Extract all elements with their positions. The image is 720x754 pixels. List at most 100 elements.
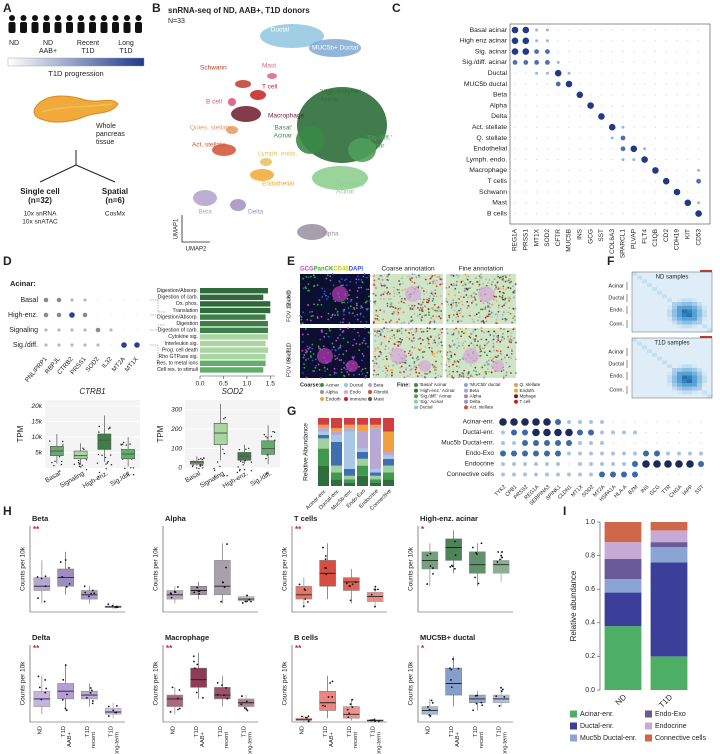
jitter	[105, 463, 107, 465]
cell	[384, 345, 387, 347]
cell	[435, 315, 438, 318]
legend-swatch	[414, 383, 418, 387]
cell	[501, 305, 504, 308]
cell	[457, 319, 460, 322]
cell	[433, 367, 436, 369]
jitter	[226, 474, 228, 477]
cell	[512, 291, 515, 294]
jitter	[93, 592, 96, 595]
cell	[446, 332, 449, 335]
cell	[407, 375, 410, 378]
cell	[447, 360, 450, 363]
dot	[546, 137, 549, 139]
cell	[486, 301, 489, 304]
cell	[381, 370, 384, 373]
cell	[467, 296, 470, 299]
cell	[334, 308, 337, 310]
jitter	[96, 462, 99, 464]
axis-label: Relative abundance	[569, 570, 578, 641]
cell	[380, 274, 383, 277]
heat-cell	[682, 386, 688, 391]
cell	[301, 349, 304, 352]
segment	[318, 448, 329, 466]
dot	[611, 51, 613, 53]
dot	[698, 51, 700, 53]
heat-cell	[662, 324, 668, 329]
dot	[644, 137, 646, 139]
cell	[438, 337, 441, 340]
significance: **	[33, 644, 40, 653]
heat-cell	[692, 371, 698, 376]
jitter	[64, 559, 67, 561]
cell	[439, 328, 442, 331]
cell	[451, 376, 454, 378]
heat-cell	[637, 313, 643, 318]
jitter	[304, 598, 307, 600]
heat-cell	[657, 349, 663, 354]
cell	[388, 321, 391, 323]
cell	[417, 307, 419, 309]
cell	[307, 283, 310, 286]
cell	[365, 276, 368, 279]
cell	[327, 312, 330, 315]
dot	[698, 126, 700, 128]
cell	[329, 279, 332, 282]
dot	[567, 71, 571, 75]
dot	[83, 298, 87, 302]
slide-label: FOV 12 - ND	[286, 290, 292, 322]
dot	[654, 450, 660, 457]
heat-cell	[662, 294, 668, 299]
dot	[590, 202, 592, 204]
cell	[454, 287, 457, 290]
cell	[301, 341, 304, 343]
heat-cell	[667, 283, 673, 288]
heat-cell	[707, 364, 713, 369]
cell	[450, 302, 453, 305]
dot	[578, 462, 582, 466]
heat-cell	[707, 356, 713, 361]
heat-cell	[707, 283, 713, 288]
cluster	[228, 98, 236, 106]
cell	[383, 310, 385, 312]
heat-cell	[697, 364, 703, 369]
cell	[301, 372, 304, 374]
cluster-label: B cell	[206, 99, 222, 106]
cell	[374, 294, 377, 297]
dot	[557, 180, 559, 182]
cell	[505, 288, 507, 291]
cell	[350, 298, 353, 301]
dot	[633, 40, 635, 42]
dot	[579, 169, 581, 171]
heat-cell	[687, 283, 693, 288]
cell	[419, 313, 421, 316]
cell	[468, 281, 470, 284]
legend-swatch	[344, 390, 348, 394]
dot	[684, 199, 692, 207]
segment	[370, 469, 381, 473]
cluster	[250, 169, 274, 181]
heat-cell	[642, 328, 648, 333]
dot	[544, 440, 550, 446]
cell	[320, 303, 323, 306]
dot	[546, 148, 549, 150]
cell	[434, 282, 437, 285]
cell	[503, 298, 506, 301]
heat-cell	[677, 305, 683, 310]
dot	[523, 462, 527, 466]
cell	[396, 313, 399, 316]
cell	[499, 350, 502, 353]
cell	[415, 327, 418, 330]
column-title: Coarse annotation	[381, 266, 435, 273]
cell	[421, 287, 423, 290]
dot	[665, 202, 667, 204]
cell	[405, 359, 407, 362]
cell	[463, 369, 465, 372]
x-tick-label: recent	[224, 732, 230, 749]
cell	[457, 298, 460, 300]
jitter	[501, 688, 504, 691]
cell	[477, 281, 480, 284]
heat-cell	[702, 298, 708, 303]
heat-cell	[702, 394, 708, 399]
cell	[452, 299, 455, 302]
heat-cell	[662, 279, 668, 284]
